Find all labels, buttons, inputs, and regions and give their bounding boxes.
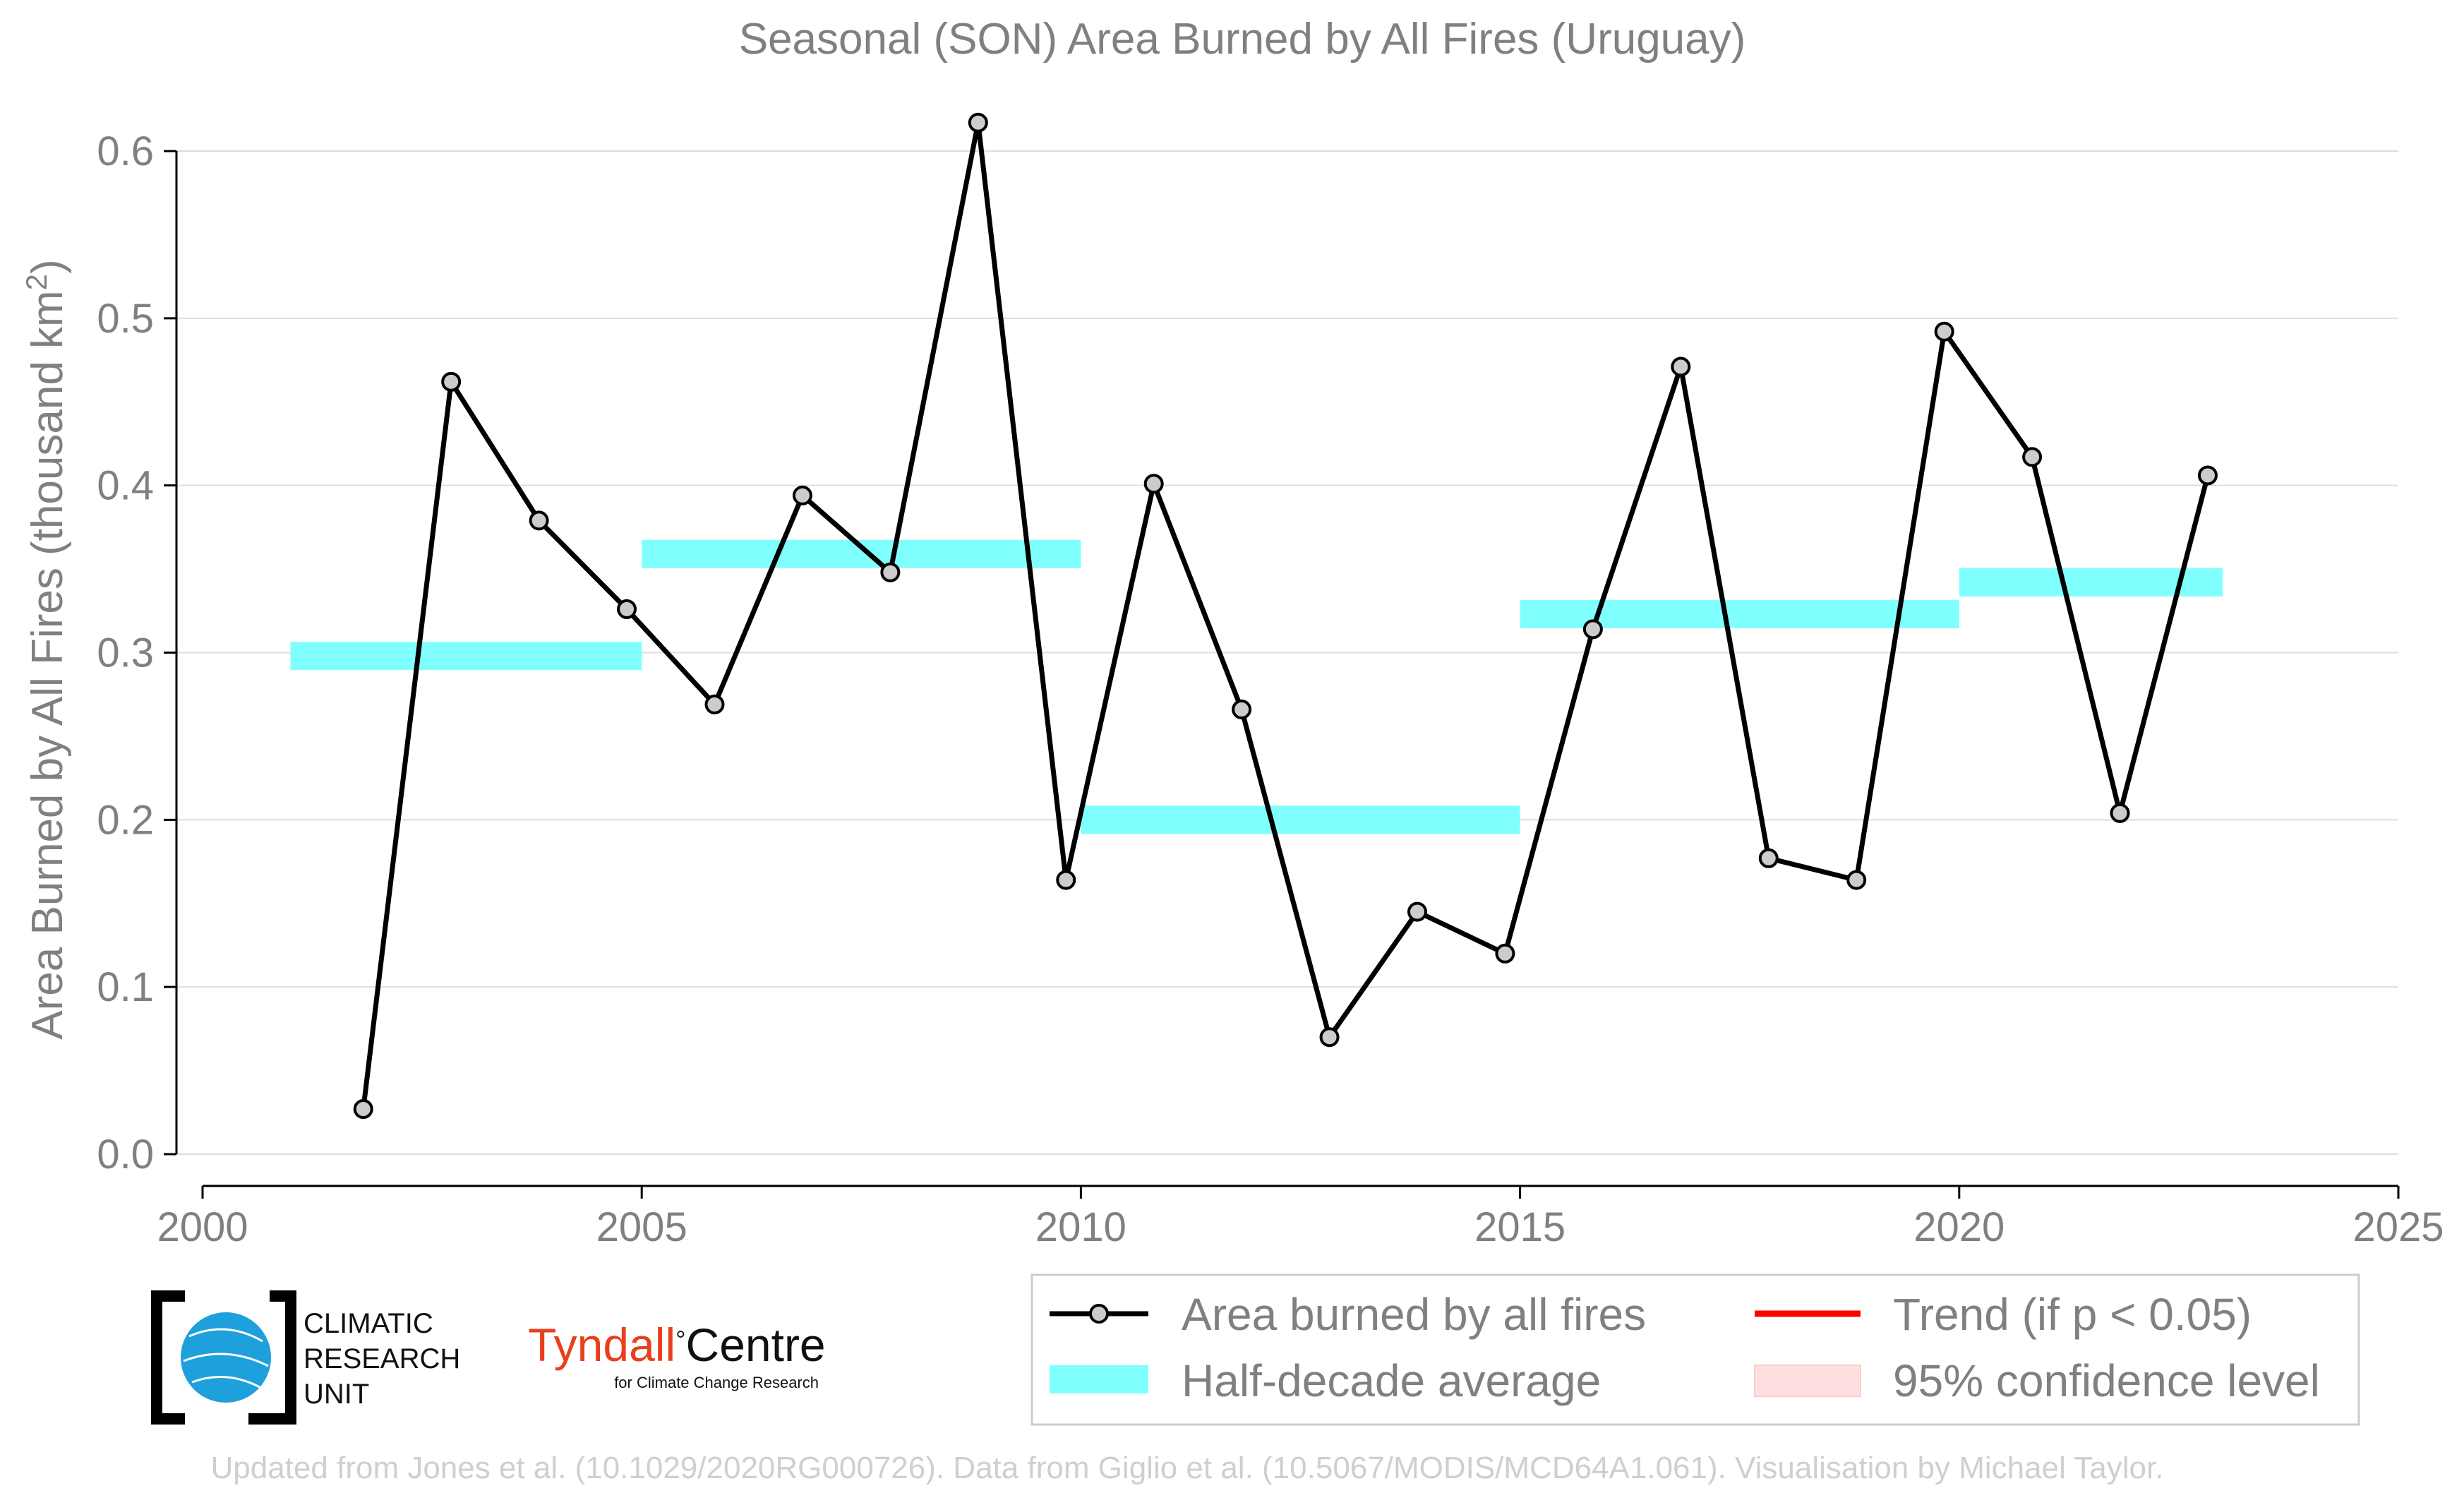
data-point xyxy=(2110,803,2130,823)
x-tick-label: 2025 xyxy=(2352,1204,2444,1250)
data-point xyxy=(1582,619,1603,640)
legend-marker-swatch xyxy=(1089,1304,1109,1324)
y-tick-label: 0.1 xyxy=(97,964,154,1010)
cru-logo: CLIMATIC RESEARCH UNIT xyxy=(151,1290,460,1425)
data-point xyxy=(1056,870,1076,890)
data-point xyxy=(1232,700,1252,720)
data-point xyxy=(1495,943,1515,964)
globe-icon xyxy=(181,1312,271,1403)
cru-logo-line-2: RESEARCH xyxy=(304,1343,460,1374)
data-point xyxy=(880,562,901,582)
legend-label-area-burned: Area burned by all fires xyxy=(1182,1289,1646,1340)
data-point xyxy=(1846,870,1867,890)
data-point xyxy=(441,371,462,392)
y-tick-label: 0.3 xyxy=(97,630,154,676)
x-tick-label: 2015 xyxy=(1474,1204,1565,1250)
data-point xyxy=(792,485,812,505)
data-point xyxy=(1143,474,1164,494)
y-tick-label: 0.2 xyxy=(97,797,154,843)
data-point xyxy=(1934,321,1954,342)
y-tick-label: 0.0 xyxy=(97,1132,154,1177)
x-tick-label: 2005 xyxy=(596,1204,687,1250)
tyndall-logo: Tyndall°Centre for Climate Change Resear… xyxy=(528,1319,826,1391)
data-point xyxy=(529,510,549,531)
data-point xyxy=(353,1099,373,1120)
data-point xyxy=(1319,1027,1340,1048)
legend-average-swatch xyxy=(1050,1365,1148,1393)
y-axis-label: Area Burned by All Fires (thousand km2) xyxy=(20,259,72,1039)
half-decade-average-bar xyxy=(1081,805,1520,834)
chart-title: Seasonal (SON) Area Burned by All Fires … xyxy=(739,15,1746,64)
data-point xyxy=(704,694,725,714)
data-point xyxy=(1758,848,1779,868)
x-tick-label: 2000 xyxy=(157,1204,248,1250)
data-point xyxy=(968,112,988,133)
legend-label-confidence: 95% confidence level xyxy=(1893,1355,2320,1406)
x-tick-label: 2010 xyxy=(1035,1204,1126,1250)
data-point xyxy=(2197,465,2218,486)
footer-credits: Updated from Jones et al. (10.1029/2020R… xyxy=(211,1451,2164,1485)
legend-label-trend: Trend (if p < 0.05) xyxy=(1893,1289,2252,1340)
cru-bracket-left xyxy=(151,1290,185,1425)
y-tick-label: 0.4 xyxy=(97,463,154,509)
cru-logo-line-1: CLIMATIC xyxy=(304,1308,433,1339)
y-tick-label: 0.6 xyxy=(97,128,154,174)
legend-box xyxy=(1030,1273,2360,1426)
half-decade-average-layer xyxy=(290,539,2223,834)
axes-layer: 0.0 0.1 0.2 0.3 0.4 0.5 0.6 2000 2005 2010 2015 202… xyxy=(97,128,2444,1250)
series-line xyxy=(361,120,2211,1110)
legend-confidence-swatch xyxy=(1754,1365,1861,1397)
y-tick-label: 0.5 xyxy=(97,296,154,342)
series-layer xyxy=(353,112,2218,1120)
tyndall-logo-subtitle: for Climate Change Research xyxy=(614,1374,819,1391)
data-point xyxy=(2022,447,2043,467)
legend-label-half-decade-average: Half-decade average xyxy=(1182,1355,1601,1406)
data-point xyxy=(1407,901,1428,922)
half-decade-average-bar xyxy=(290,642,642,671)
tyndall-logo-name: Tyndall°Centre xyxy=(528,1319,826,1371)
cru-bracket-right xyxy=(248,1290,296,1425)
x-tick-label: 2020 xyxy=(1913,1204,2005,1250)
legend: Area burned by all fires Trend (if p < 0… xyxy=(1030,1273,2360,1426)
cru-logo-line-3: UNIT xyxy=(304,1379,369,1410)
data-point xyxy=(617,599,637,619)
data-point xyxy=(1671,356,1691,377)
